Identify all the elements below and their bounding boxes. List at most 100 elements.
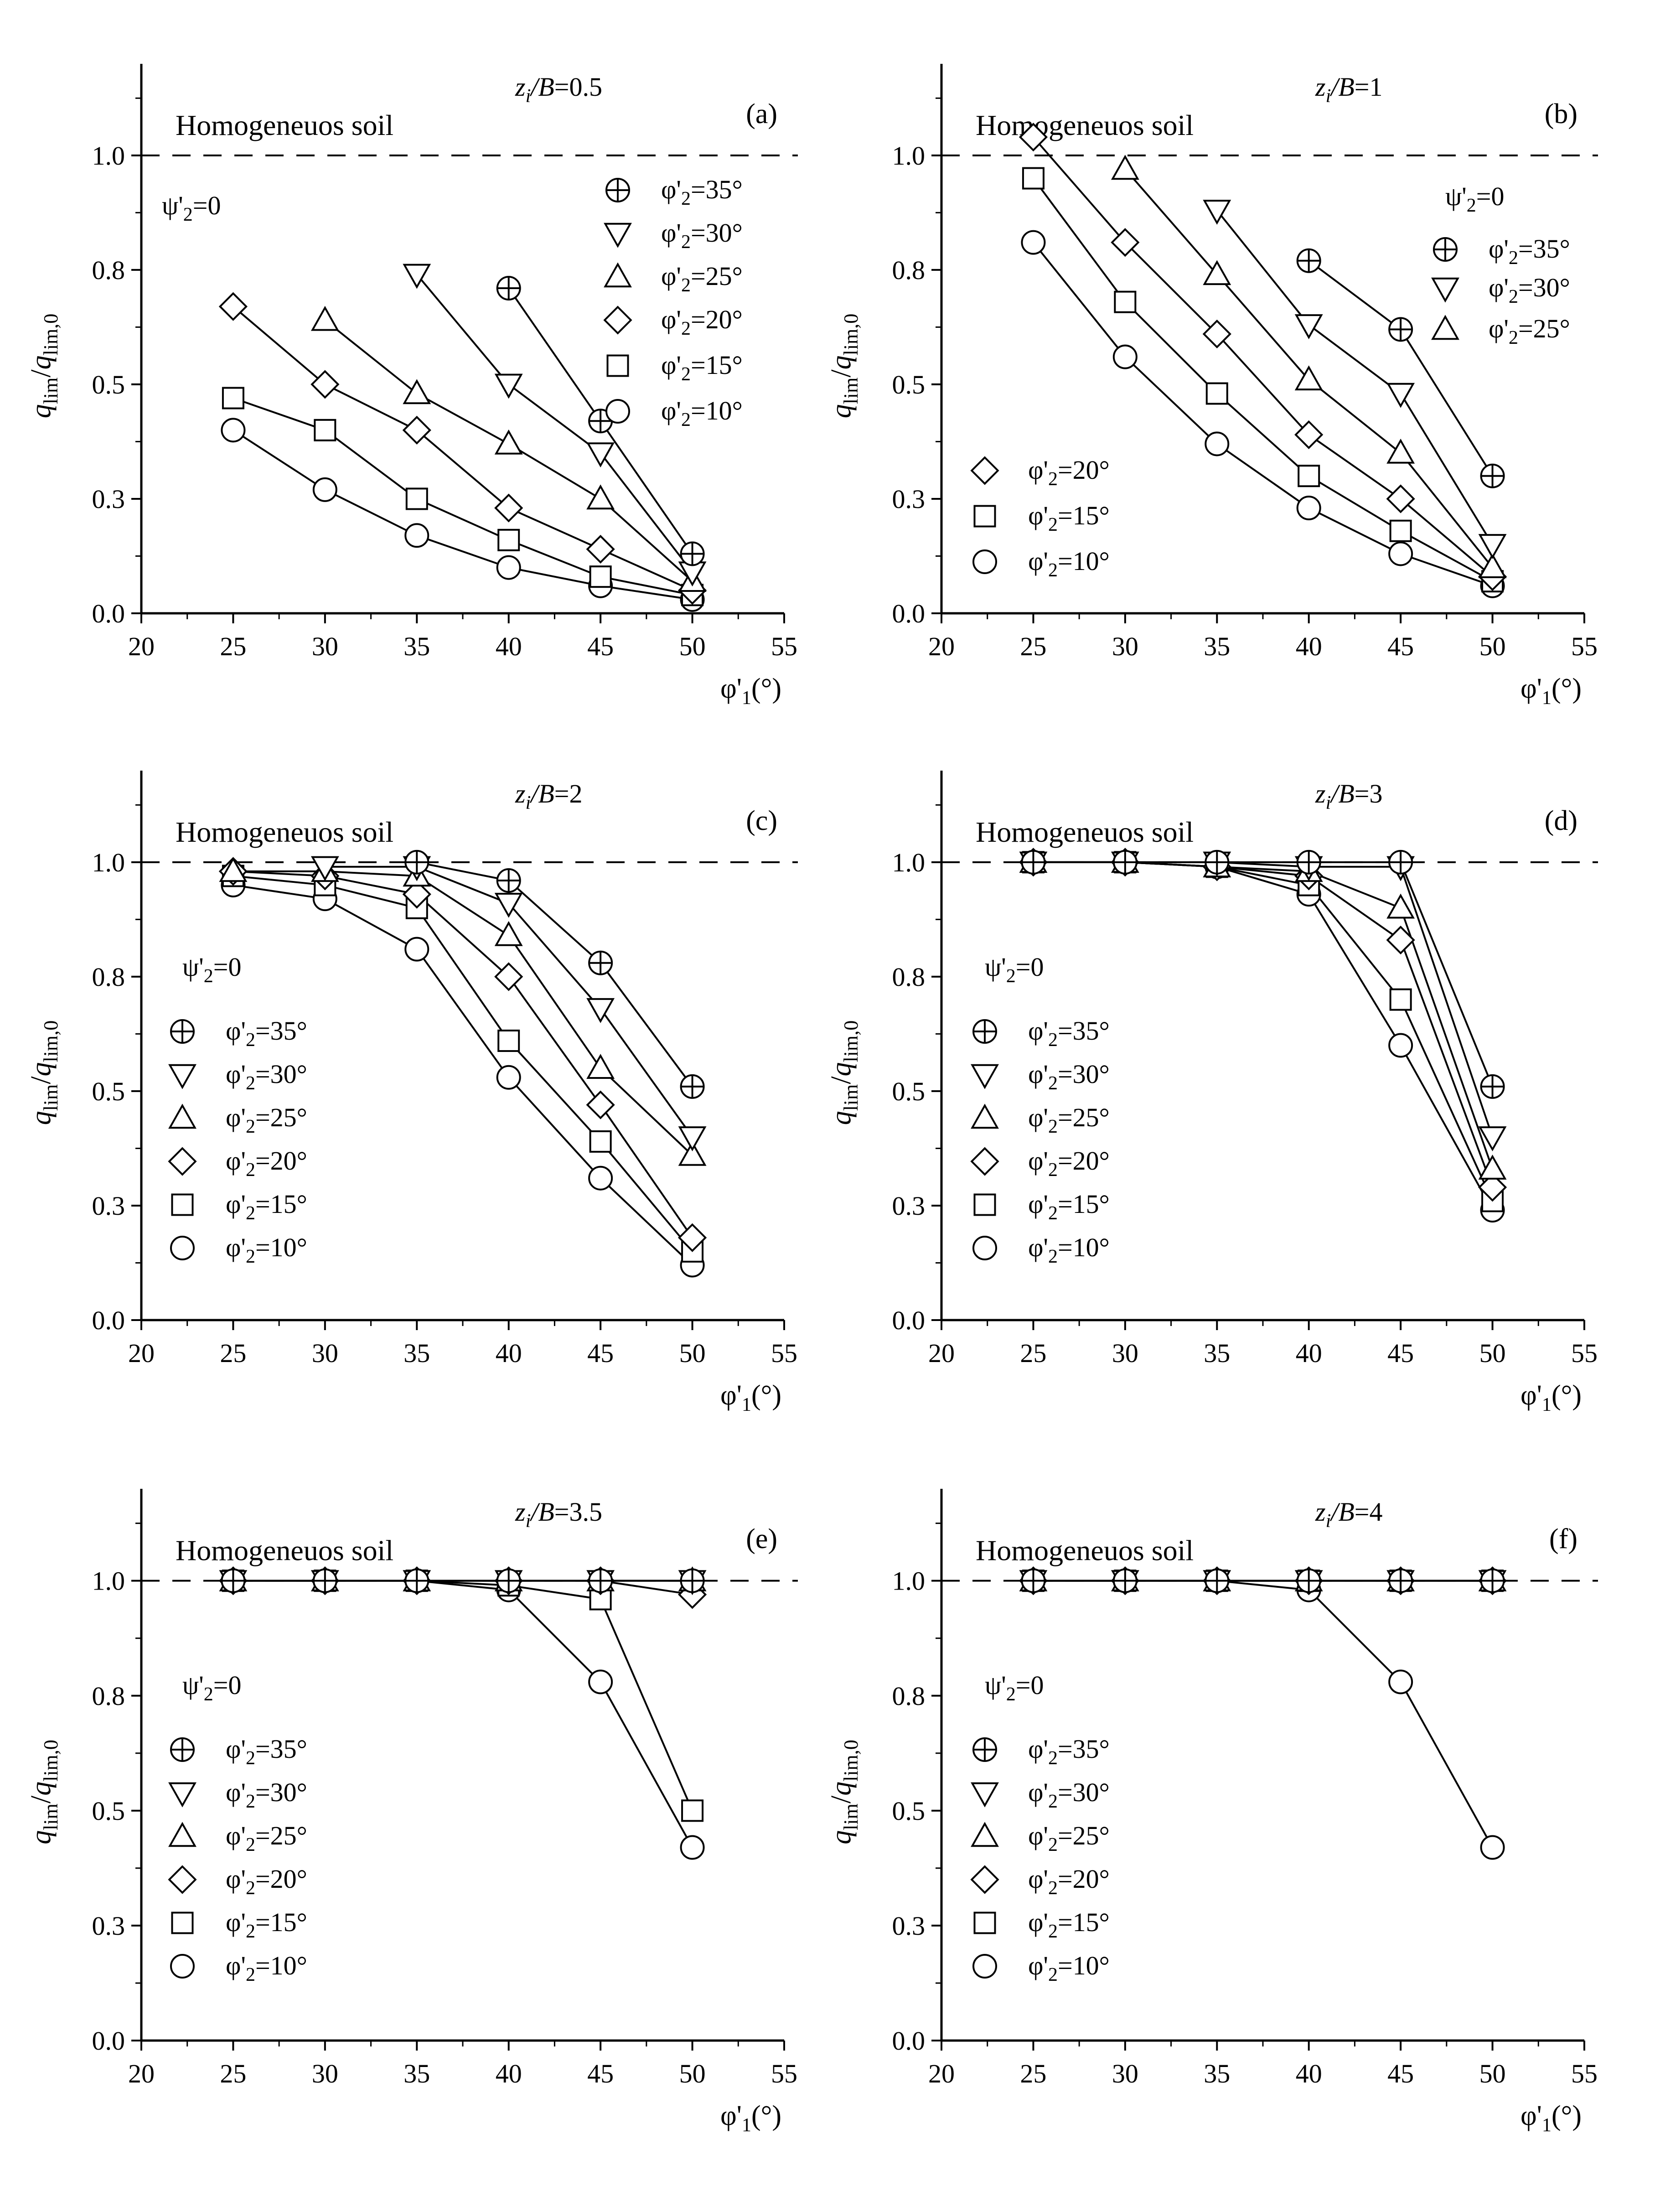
y-tick-label: 1.0	[92, 141, 125, 171]
data-point	[1478, 1126, 1507, 1151]
y-tick-label: 0.0	[892, 1305, 926, 1335]
y-tick-label: 0.0	[92, 599, 125, 628]
legend-sub: 2	[1048, 1834, 1058, 1855]
psi-label: ψ'2=0	[1445, 181, 1504, 216]
data-point	[1205, 431, 1230, 456]
ylabel-sub: lim,0	[840, 1740, 862, 1782]
x-tick-label: 55	[1571, 1338, 1598, 1368]
legend-sub: 2	[246, 1116, 255, 1137]
legend-base: φ'	[661, 261, 681, 291]
data-point	[494, 921, 523, 946]
legend-sub: 2	[1048, 1116, 1058, 1137]
legend-label: φ'2=10°	[661, 396, 743, 430]
xlabel-base: φ'	[720, 1380, 742, 1411]
xlabel-base: φ'	[720, 2100, 742, 2131]
legend-marker	[604, 262, 632, 288]
legend-base: φ'	[1028, 1951, 1048, 1980]
data-point	[1111, 155, 1139, 180]
data-point	[1386, 484, 1415, 513]
legend-marker	[168, 1103, 197, 1129]
x-axis-title: φ'1(°)	[720, 1380, 781, 1415]
data-point	[222, 387, 244, 409]
data-point	[1205, 1568, 1230, 1593]
y-tick-label: 1.0	[92, 848, 125, 877]
data-point	[678, 1126, 707, 1151]
ylabel-q: q	[826, 1830, 857, 1844]
data-point	[402, 415, 431, 445]
xlabel-unit: (°)	[751, 1380, 781, 1411]
ratio-z: z	[1315, 72, 1326, 102]
x-axis-title: φ'1(°)	[720, 2100, 781, 2136]
data-point	[1112, 850, 1138, 875]
ylabel-sub: lim,0	[40, 1740, 62, 1782]
ratio-z: z	[515, 1497, 526, 1527]
y-axis-title: qlim/qlim,0	[826, 1021, 862, 1125]
legend-sub: 2	[1048, 1030, 1058, 1051]
ratio-value: =2	[554, 779, 583, 808]
legend-sub: 2	[1048, 1791, 1058, 1812]
y-tick-label: 0.3	[92, 484, 125, 514]
x-tick-label: 20	[928, 2059, 955, 2088]
psi-sub: 2	[1006, 966, 1016, 987]
legend-base: φ'	[226, 1821, 246, 1850]
legend-marker	[604, 223, 632, 248]
psi-label: ψ'2=0	[162, 191, 221, 225]
legend-sub: 2	[681, 232, 691, 253]
x-tick-label: 50	[1479, 2059, 1506, 2088]
data-point	[588, 1669, 613, 1694]
panel-letter: (a)	[746, 98, 777, 130]
legend-label: φ'2=20°	[226, 1146, 307, 1181]
legend-sub: 2	[246, 1964, 255, 1985]
data-point	[1480, 1568, 1505, 1593]
data-point	[312, 1568, 337, 1593]
x-tick-label: 30	[312, 632, 338, 661]
data-point	[402, 880, 431, 909]
legend-sub: 2	[246, 1878, 255, 1899]
series-line	[233, 875, 693, 1252]
x-tick-label: 30	[312, 2059, 338, 2088]
legend-label: φ'2=20°	[226, 1864, 307, 1899]
xlabel-sub: 1	[1542, 2115, 1551, 2136]
legend-base: φ'	[226, 1146, 246, 1176]
legend-label: φ'2=35°	[661, 175, 743, 209]
x-axis-title: φ'1(°)	[720, 673, 781, 709]
series-line	[233, 1580, 693, 1848]
xlabel-unit: (°)	[1551, 2100, 1582, 2131]
ylabel-q: q	[26, 1830, 57, 1844]
psi-val: =0	[1016, 952, 1044, 982]
x-tick-label: 25	[1020, 632, 1046, 661]
data-point	[494, 493, 523, 523]
legend-base: φ'	[1028, 1189, 1048, 1219]
psi-sub: 2	[183, 204, 193, 225]
data-point	[678, 1140, 707, 1166]
xlabel-base: φ'	[720, 673, 742, 704]
data-point	[1480, 1074, 1505, 1099]
xlabel-sub: 1	[1542, 688, 1551, 709]
data-point	[1294, 365, 1323, 391]
legend-label: φ'2=35°	[1489, 234, 1570, 269]
ratio-b: /B	[1329, 72, 1355, 102]
data-point	[497, 1029, 520, 1052]
legend-label: φ'2=15°	[1028, 1189, 1110, 1224]
psi-sub: 2	[1006, 1684, 1016, 1705]
data-point	[1389, 988, 1412, 1011]
x-tick-label: 25	[220, 632, 246, 661]
data-point	[1388, 850, 1413, 875]
legend-sub: 2	[681, 275, 691, 296]
legend-val: =15°	[255, 1189, 307, 1219]
ratio-z: z	[1315, 1497, 1326, 1527]
legend-marker	[170, 1954, 195, 1979]
homogeneous-soil-label: Homogeneuos soil	[176, 1534, 393, 1567]
data-point	[494, 962, 523, 991]
ratio-sub: i	[526, 1511, 531, 1532]
x-tick-label: 30	[1112, 1338, 1138, 1368]
psi-label: ψ'2=0	[182, 1670, 241, 1705]
legend-label: φ'2=10°	[226, 1951, 307, 1985]
series-line	[1032, 242, 1493, 587]
ratio-label: zi/B=4	[1315, 1497, 1383, 1532]
ratio-sub: i	[1326, 793, 1331, 813]
data-point	[310, 370, 340, 399]
x-tick-label: 35	[1204, 1338, 1230, 1368]
data-point	[586, 1090, 615, 1119]
data-point	[1022, 167, 1045, 190]
